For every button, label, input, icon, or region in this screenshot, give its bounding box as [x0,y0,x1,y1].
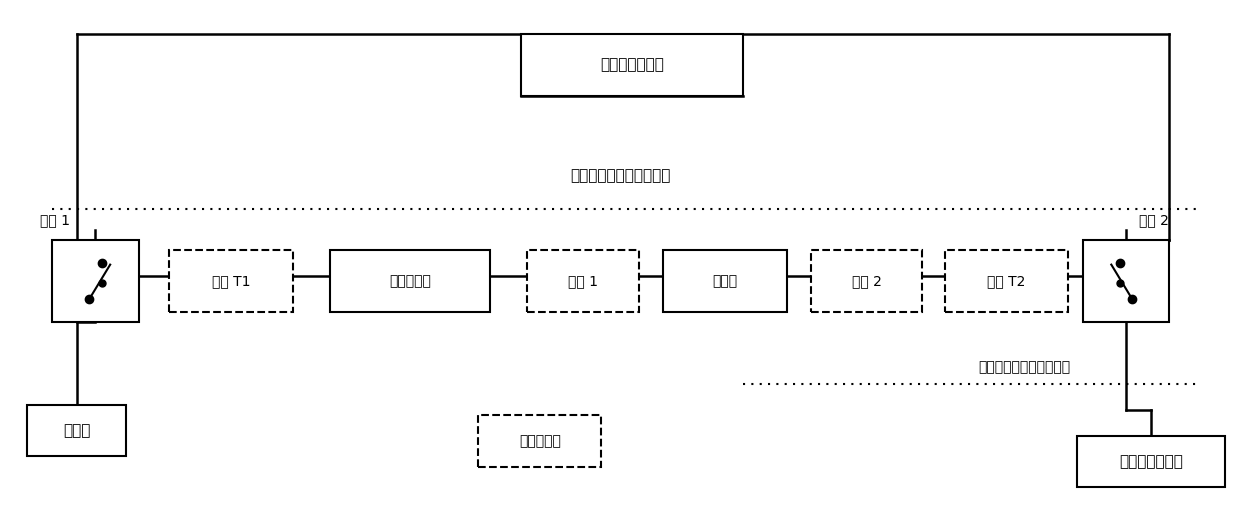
Text: 噪声源: 噪声源 [63,423,91,438]
Bar [479,415,601,467]
Text: 矢量网络分析仪校准平面: 矢量网络分析仪校准平面 [570,168,670,183]
Bar [521,34,744,95]
Text: 阻抗调配器: 阻抗调配器 [389,274,432,288]
Text: 开关 1: 开关 1 [40,213,69,227]
Bar [663,250,786,312]
Bar [527,250,639,312]
Bar [52,240,139,322]
Bar [945,250,1068,312]
Text: 外控计算机: 外控计算机 [518,434,560,448]
Bar [330,250,490,312]
Bar [170,250,293,312]
Bar [1083,240,1169,322]
Text: 探针 1: 探针 1 [568,274,598,288]
Text: 噪声系数分析仪校准平面: 噪声系数分析仪校准平面 [978,360,1070,374]
Text: 偏置 T2: 偏置 T2 [987,274,1025,288]
Text: 矢量网络分析仪: 矢量网络分析仪 [600,57,665,72]
Text: 被测件: 被测件 [712,274,738,288]
Bar [811,250,923,312]
Text: 噪声系数分析仪: 噪声系数分析仪 [1118,454,1183,469]
Text: 开关 2: 开关 2 [1140,213,1169,227]
Bar [1076,436,1225,487]
Text: 探针 2: 探针 2 [852,274,882,288]
Bar [27,405,126,456]
Text: 偏置 T1: 偏置 T1 [212,274,250,288]
